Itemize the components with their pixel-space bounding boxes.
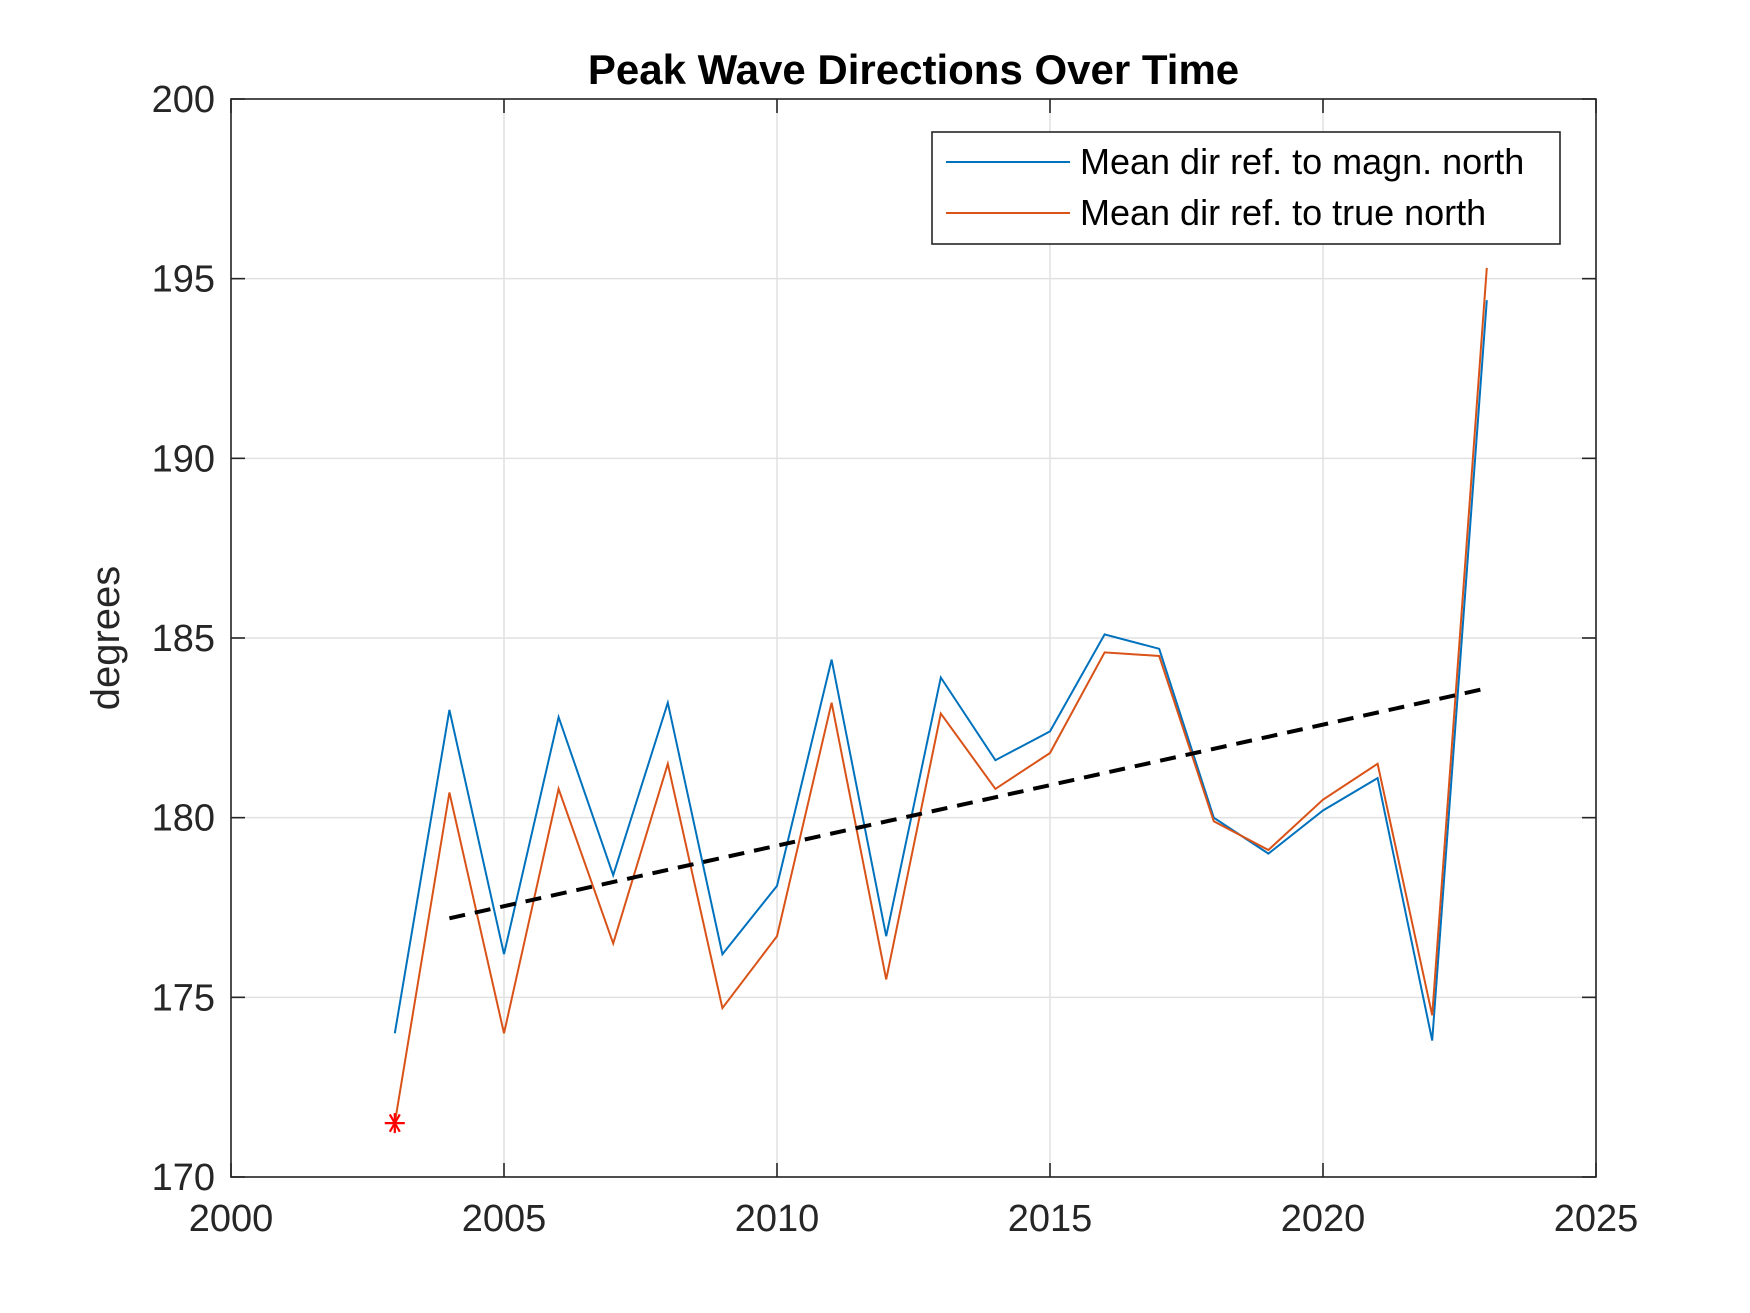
x-tick-label: 2010 — [735, 1198, 820, 1240]
x-tick-label: 2020 — [1281, 1198, 1366, 1240]
legend-box — [931, 131, 1561, 245]
series-line-2 — [393, 267, 1488, 1124]
x-tick-label: 2000 — [189, 1198, 274, 1240]
y-tick-label: 175 — [152, 977, 215, 1019]
x-tick-label: 2005 — [462, 1198, 547, 1240]
legend-label-1: Mean dir ref. to magn. north — [1080, 141, 1524, 182]
y-tick-label: 195 — [152, 259, 215, 301]
legend: Mean dir ref. to magn. north Mean dir ref… — [931, 131, 1561, 245]
x-tick-label: 2015 — [1008, 1198, 1093, 1240]
y-tick-label: 170 — [152, 1157, 215, 1199]
y-tick-label: 190 — [152, 438, 215, 480]
legend-label-2: Mean dir ref. to true north — [1080, 192, 1486, 233]
chart-title: Peak Wave Directions Over Time — [588, 46, 1239, 93]
grid — [230, 98, 1597, 1178]
plot-area — [384, 267, 1488, 1134]
y-tick-label: 200 — [152, 79, 215, 121]
x-tick-label: 2025 — [1554, 1198, 1639, 1240]
y-tick-label: 180 — [152, 798, 215, 840]
asterisk-marker — [384, 1113, 405, 1134]
y-axis-label: degrees — [84, 566, 128, 711]
y-tick-label: 185 — [152, 618, 215, 660]
series-line-1 — [393, 300, 1488, 1041]
trendline — [448, 686, 1488, 921]
axis-ticks: 2000 2005 2010 2015 2020 2025 170 175 180 185 190 1… — [152, 79, 1639, 1240]
